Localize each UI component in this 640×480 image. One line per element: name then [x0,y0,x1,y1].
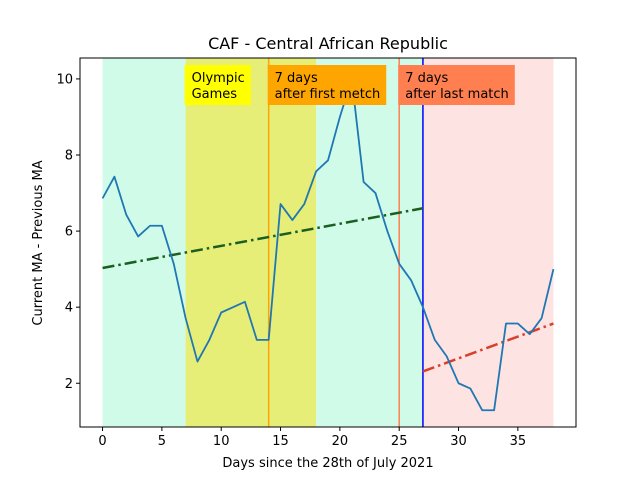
x-tick-label: 5 [158,434,166,449]
annotation-1-box [267,65,387,105]
x-axis-ticks: 0 5 10 15 20 25 30 35 [98,427,526,449]
y-tick-label: 6 [65,225,73,240]
chart-title: CAF - Central African Republic [208,34,448,53]
shaded-region-1 [185,58,317,427]
y-tick-label: 2 [65,377,73,392]
x-tick-label: 0 [98,434,106,449]
annotation-2-box [398,65,515,105]
annotation-1-line-1: after first metch [275,87,381,102]
annotation-2-line-0: 7 days [405,71,448,86]
x-tick-label: 35 [510,434,527,449]
annotation-0-line-1: Games [192,87,238,102]
shaded-regions [102,58,554,427]
y-axis-ticks: 2 4 6 8 10 [56,72,80,392]
annotation-0-box [184,65,251,105]
trend-line-0 [102,207,424,270]
annotation-0-line-0: Olympic [192,71,245,86]
shaded-region-3 [422,58,554,427]
x-tick-label: 10 [213,434,230,449]
y-tick-label: 8 [65,149,73,164]
annotation-1-line-0: 7 days [275,71,318,86]
data-series [101,78,555,412]
x-tick-label: 20 [332,434,349,449]
shaded-region-0 [102,58,186,427]
x-tick-label: 30 [450,434,467,449]
y-tick-label: 10 [56,72,73,87]
x-axis-label: Days since the 28th of July 2021 [222,456,433,471]
annotation-2-line-1: after last match [405,87,509,102]
plot-frame [79,57,577,428]
x-tick-label: 15 [272,434,289,449]
reference-lines [267,58,424,427]
x-tick-label: 25 [391,434,408,449]
shaded-region-2 [316,58,423,427]
y-axis-label: Current MA - Previous MA [31,160,46,325]
y-tick-label: 4 [65,301,73,316]
series-line-0 [101,78,555,412]
